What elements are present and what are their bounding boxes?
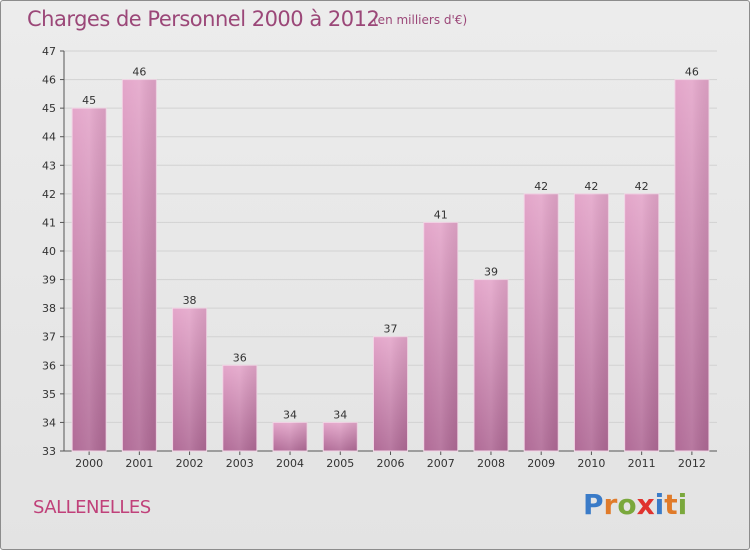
y-tick-label: 36 [42,359,56,372]
x-tick-label: 2002 [176,457,204,470]
y-tick-label: 37 [42,331,56,344]
x-tick-label: 2001 [125,457,153,470]
bar-shine [624,193,659,451]
logo-letter: i [677,488,688,521]
y-tick-label: 40 [42,245,56,258]
y-tick-label: 34 [42,416,56,429]
bar-shine [574,193,609,451]
logo-letter: o [617,488,637,521]
data-label: 46 [132,66,146,79]
x-tick-label: 2008 [477,457,505,470]
data-label: 42 [584,180,598,193]
tick-labels: 33 34 35 36 37 38 39 40 41 42 43 44 45 46 47 2000 2001 20… [42,45,706,470]
x-tick-label: 2011 [628,457,656,470]
bar-shine [323,422,358,451]
y-tick-label: 38 [42,302,56,315]
data-label: 37 [384,323,398,336]
y-tick-label: 44 [42,131,56,144]
bar-shine [172,308,207,451]
data-label: 34 [333,408,347,421]
data-label: 42 [534,180,548,193]
logo-letter: i [654,488,665,521]
x-tick-label: 2010 [577,457,605,470]
y-tick-label: 43 [42,159,56,172]
data-label: 42 [635,180,649,193]
logo-letter: t [664,488,678,521]
x-tick-label: 2009 [527,457,555,470]
x-tick-label: 2004 [276,457,304,470]
bars [71,79,710,452]
data-label: 45 [82,94,96,107]
x-tick-label: 2006 [377,457,405,470]
x-tick-label: 2012 [678,457,706,470]
logo-letter: x [636,488,655,521]
bar-shine [423,222,458,451]
y-tick-label: 35 [42,388,56,401]
bar-shine [122,79,157,452]
data-label: 46 [685,66,699,79]
bar-shine [72,108,107,452]
y-tick-label: 47 [42,45,56,58]
y-tick-label: 42 [42,188,56,201]
bar-shine [473,279,508,451]
data-labels: 45 46 38 36 34 34 37 41 39 42 42 42 46 [82,66,699,422]
x-tick-label: 2003 [226,457,254,470]
chart-subtitle: (en milliers d'€) [373,13,468,27]
y-tick-label: 33 [42,445,56,458]
data-label: 39 [484,266,498,279]
bar-shine [273,422,308,451]
y-tick-label: 45 [42,102,56,115]
logo-letter: r [603,488,618,521]
bar-shine [373,336,408,451]
y-tick-label: 46 [42,74,56,87]
data-label: 34 [283,408,297,421]
bar-shine [222,365,257,451]
commune-name: SALLENELLES [33,497,151,518]
bar-shine [524,193,559,451]
x-tick-label: 2005 [326,457,354,470]
y-tick-label: 41 [42,216,56,229]
data-label: 38 [183,294,197,307]
data-label: 41 [434,208,448,221]
data-label: 36 [233,351,247,364]
x-tick-label: 2000 [75,457,103,470]
logo-letter: P [583,488,604,521]
y-tick-label: 39 [42,274,56,287]
chart-title: Charges de Personnel 2000 à 2012 [27,7,380,31]
bar-shine [674,79,709,452]
proxiti-logo[interactable]: Proxiti [583,488,687,521]
x-tick-label: 2007 [427,457,455,470]
